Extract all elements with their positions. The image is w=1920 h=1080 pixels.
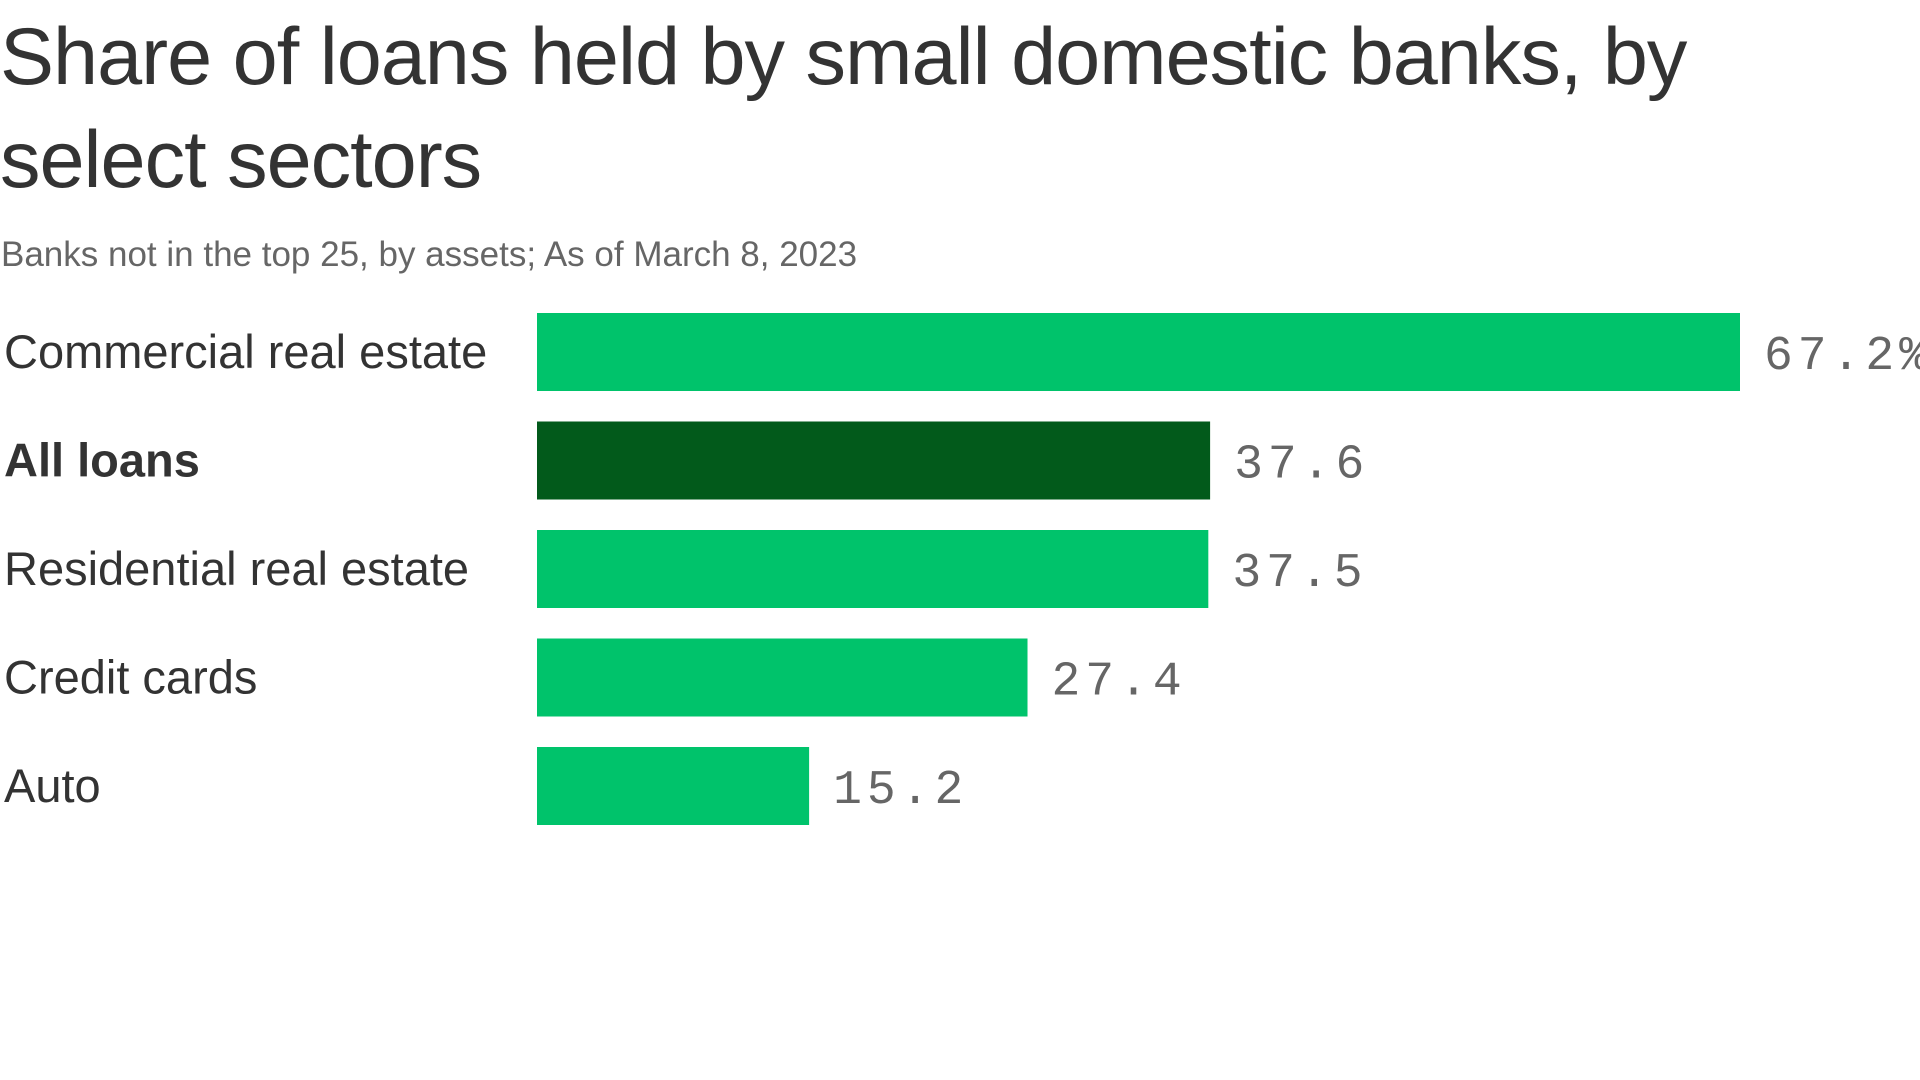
bars-layer: Commercial real estate 67.2% All loans 37.6… (4, 313, 1920, 825)
value-label-auto: 15.2 (833, 764, 968, 818)
bar-credit-cards (537, 638, 1028, 717)
chart-title: Share of loans held by small domestic ba… (0, 12, 1687, 205)
bar-auto (537, 747, 810, 825)
bar-residential-real-estate (537, 530, 1209, 608)
value-label-commercial-real-estate: 67.2% (1764, 330, 1920, 384)
value-label-residential-real-estate: 37.5 (1232, 547, 1367, 601)
category-label-credit-cards: Credit cards (4, 651, 257, 704)
value-label-all-loans: 37.6 (1234, 439, 1369, 493)
bar-chart: Commercial real estate 67.2% All loans 37.6… (4, 313, 1920, 825)
bar-commercial-real-estate (537, 313, 1740, 391)
category-label-commercial-real-estate: Commercial real estate (4, 325, 487, 378)
value-label-credit-cards: 27.4 (1052, 656, 1187, 710)
category-label-residential-real-estate: Residential real estate (4, 542, 469, 595)
bar-all-loans (537, 421, 1211, 500)
chart-subtitle: Banks not in the top 25, by assets; As o… (1, 235, 858, 274)
category-label-all-loans: All loans (4, 434, 200, 487)
category-label-auto: Auto (4, 759, 101, 812)
